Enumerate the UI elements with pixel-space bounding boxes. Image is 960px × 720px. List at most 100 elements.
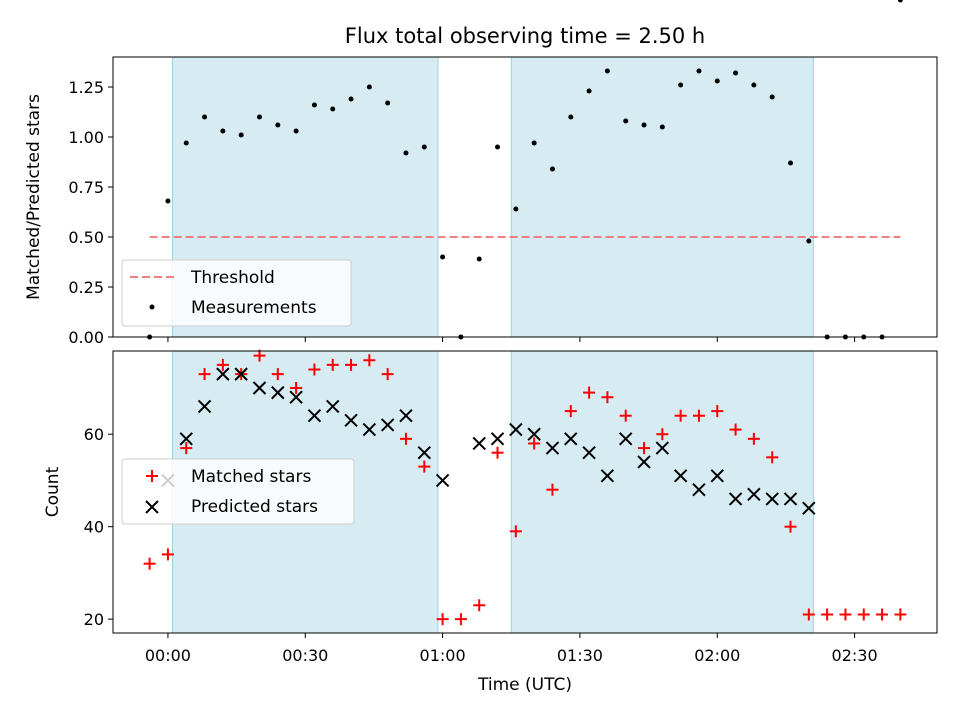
predicted-star-marker <box>344 413 358 428</box>
top-y-tick-label: 0.75 <box>68 178 104 197</box>
predicted-star-marker <box>545 441 560 455</box>
matched-star-marker <box>271 368 284 381</box>
predicted-marker-b <box>600 469 615 483</box>
predicted-star-marker <box>271 385 285 400</box>
matched-star-marker <box>638 442 651 455</box>
predicted-marker-b <box>692 482 706 497</box>
predicted-star-marker <box>252 381 267 395</box>
x-tick-label: 01:30 <box>557 646 603 665</box>
bottom-axes-frame <box>112 350 938 634</box>
measurement-point <box>678 82 684 88</box>
matched-star-marker <box>619 409 632 422</box>
matched-star-marker <box>747 432 760 445</box>
predicted-star-marker <box>399 409 413 423</box>
matched-star-marker <box>839 608 852 621</box>
measurement-point <box>403 150 409 156</box>
legend-matched-label: Matched stars <box>191 467 311 487</box>
predicted-marker-b <box>216 367 230 381</box>
measurement-point <box>568 114 574 120</box>
top-y-ticks: 0.00 0.25 0.50 0.75 1.00 1.25 <box>68 78 113 347</box>
predicted-marker-b <box>179 432 193 446</box>
matched-star-marker <box>528 437 541 450</box>
predicted-star-marker <box>582 445 596 460</box>
matched-star-marker <box>601 391 614 404</box>
measurement-point <box>220 128 226 134</box>
bottom-y-tick-label: 40 <box>84 518 104 537</box>
measurement-point <box>330 106 336 112</box>
predicted-marker-b <box>673 469 688 483</box>
legend-predicted-swatch <box>145 500 159 514</box>
top-x-ticks <box>167 337 856 342</box>
predicted-marker-b <box>271 385 285 400</box>
measurement-point <box>495 144 501 150</box>
measurement-point <box>275 122 281 128</box>
predicted-marker-b <box>655 441 670 455</box>
top-y-tick-label: 1.25 <box>68 78 104 97</box>
predicted-marker-b <box>399 409 413 423</box>
measurement-point <box>641 122 647 128</box>
top-y-tick-label: 0.00 <box>68 328 104 347</box>
predicted-star-marker <box>655 441 670 455</box>
matched-star-marker <box>436 613 449 626</box>
bottom-legend: Matched stars Predicted stars <box>121 458 355 525</box>
matched-star-marker <box>418 460 431 473</box>
predicted-marker-b <box>802 501 816 515</box>
matched-star-marker <box>546 483 559 496</box>
predicted-marker-b <box>728 492 743 506</box>
matched-star-marker <box>766 451 779 464</box>
measurement-point <box>531 140 537 146</box>
predicted-marker-b <box>362 422 377 437</box>
predicted-star-marker <box>692 482 706 497</box>
x-tick-label: 00:00 <box>145 646 191 665</box>
predicted-marker-b <box>564 432 578 446</box>
predicted-star-marker <box>728 492 743 506</box>
matched-star-marker <box>729 423 742 436</box>
measurement-point <box>238 132 244 138</box>
matched-star-marker <box>564 405 577 418</box>
legend-predicted-label: Predicted stars <box>191 497 318 517</box>
top-y-tick-label: 0.50 <box>68 228 104 247</box>
measurement-point <box>293 128 299 134</box>
chart-title: Flux total observing time = 2.50 h <box>345 24 705 48</box>
predicted-marker-b <box>637 455 651 469</box>
predicted-marker-b <box>472 436 486 451</box>
measurement-point <box>549 166 555 172</box>
matched-star-marker <box>326 358 339 371</box>
predicted-marker-b <box>765 492 779 506</box>
shaded-interval-1 <box>510 56 814 338</box>
measurement-point <box>311 102 317 108</box>
legend-matched-swatch <box>146 470 158 482</box>
matched-star-marker <box>583 386 596 399</box>
measurement-point <box>751 82 757 88</box>
matched-star-marker <box>473 599 486 612</box>
predicted-star-marker <box>197 399 212 414</box>
predicted-marker-b <box>326 399 340 414</box>
predicted-stars-points <box>161 367 816 515</box>
matched-star-marker <box>802 608 815 621</box>
top-legend-box <box>121 259 352 327</box>
measurement-points <box>147 0 903 340</box>
matched-star-marker <box>180 442 193 455</box>
predicted-marker-b <box>435 473 450 488</box>
top-axes-frame <box>112 56 938 338</box>
predicted-marker-b <box>197 399 212 414</box>
matched-star-marker <box>290 381 303 394</box>
predicted-marker-b <box>509 422 523 437</box>
measurement-point <box>385 100 391 106</box>
predicted-star-marker <box>472 436 486 451</box>
measurement-point <box>733 70 739 76</box>
measurement-point <box>256 114 262 120</box>
predicted-marker-b <box>289 390 303 404</box>
matched-star-marker <box>674 409 687 422</box>
predicted-marker-b <box>380 418 395 432</box>
measurement-point <box>714 78 720 84</box>
predicted-marker-b <box>417 445 431 460</box>
matched-star-marker <box>363 354 376 367</box>
top-y-tick-label: 0.25 <box>68 278 104 297</box>
matched-star-marker <box>821 608 834 621</box>
measurement-point <box>183 140 189 146</box>
predicted-marker-b <box>545 441 560 455</box>
predicted-star-marker <box>234 367 248 381</box>
